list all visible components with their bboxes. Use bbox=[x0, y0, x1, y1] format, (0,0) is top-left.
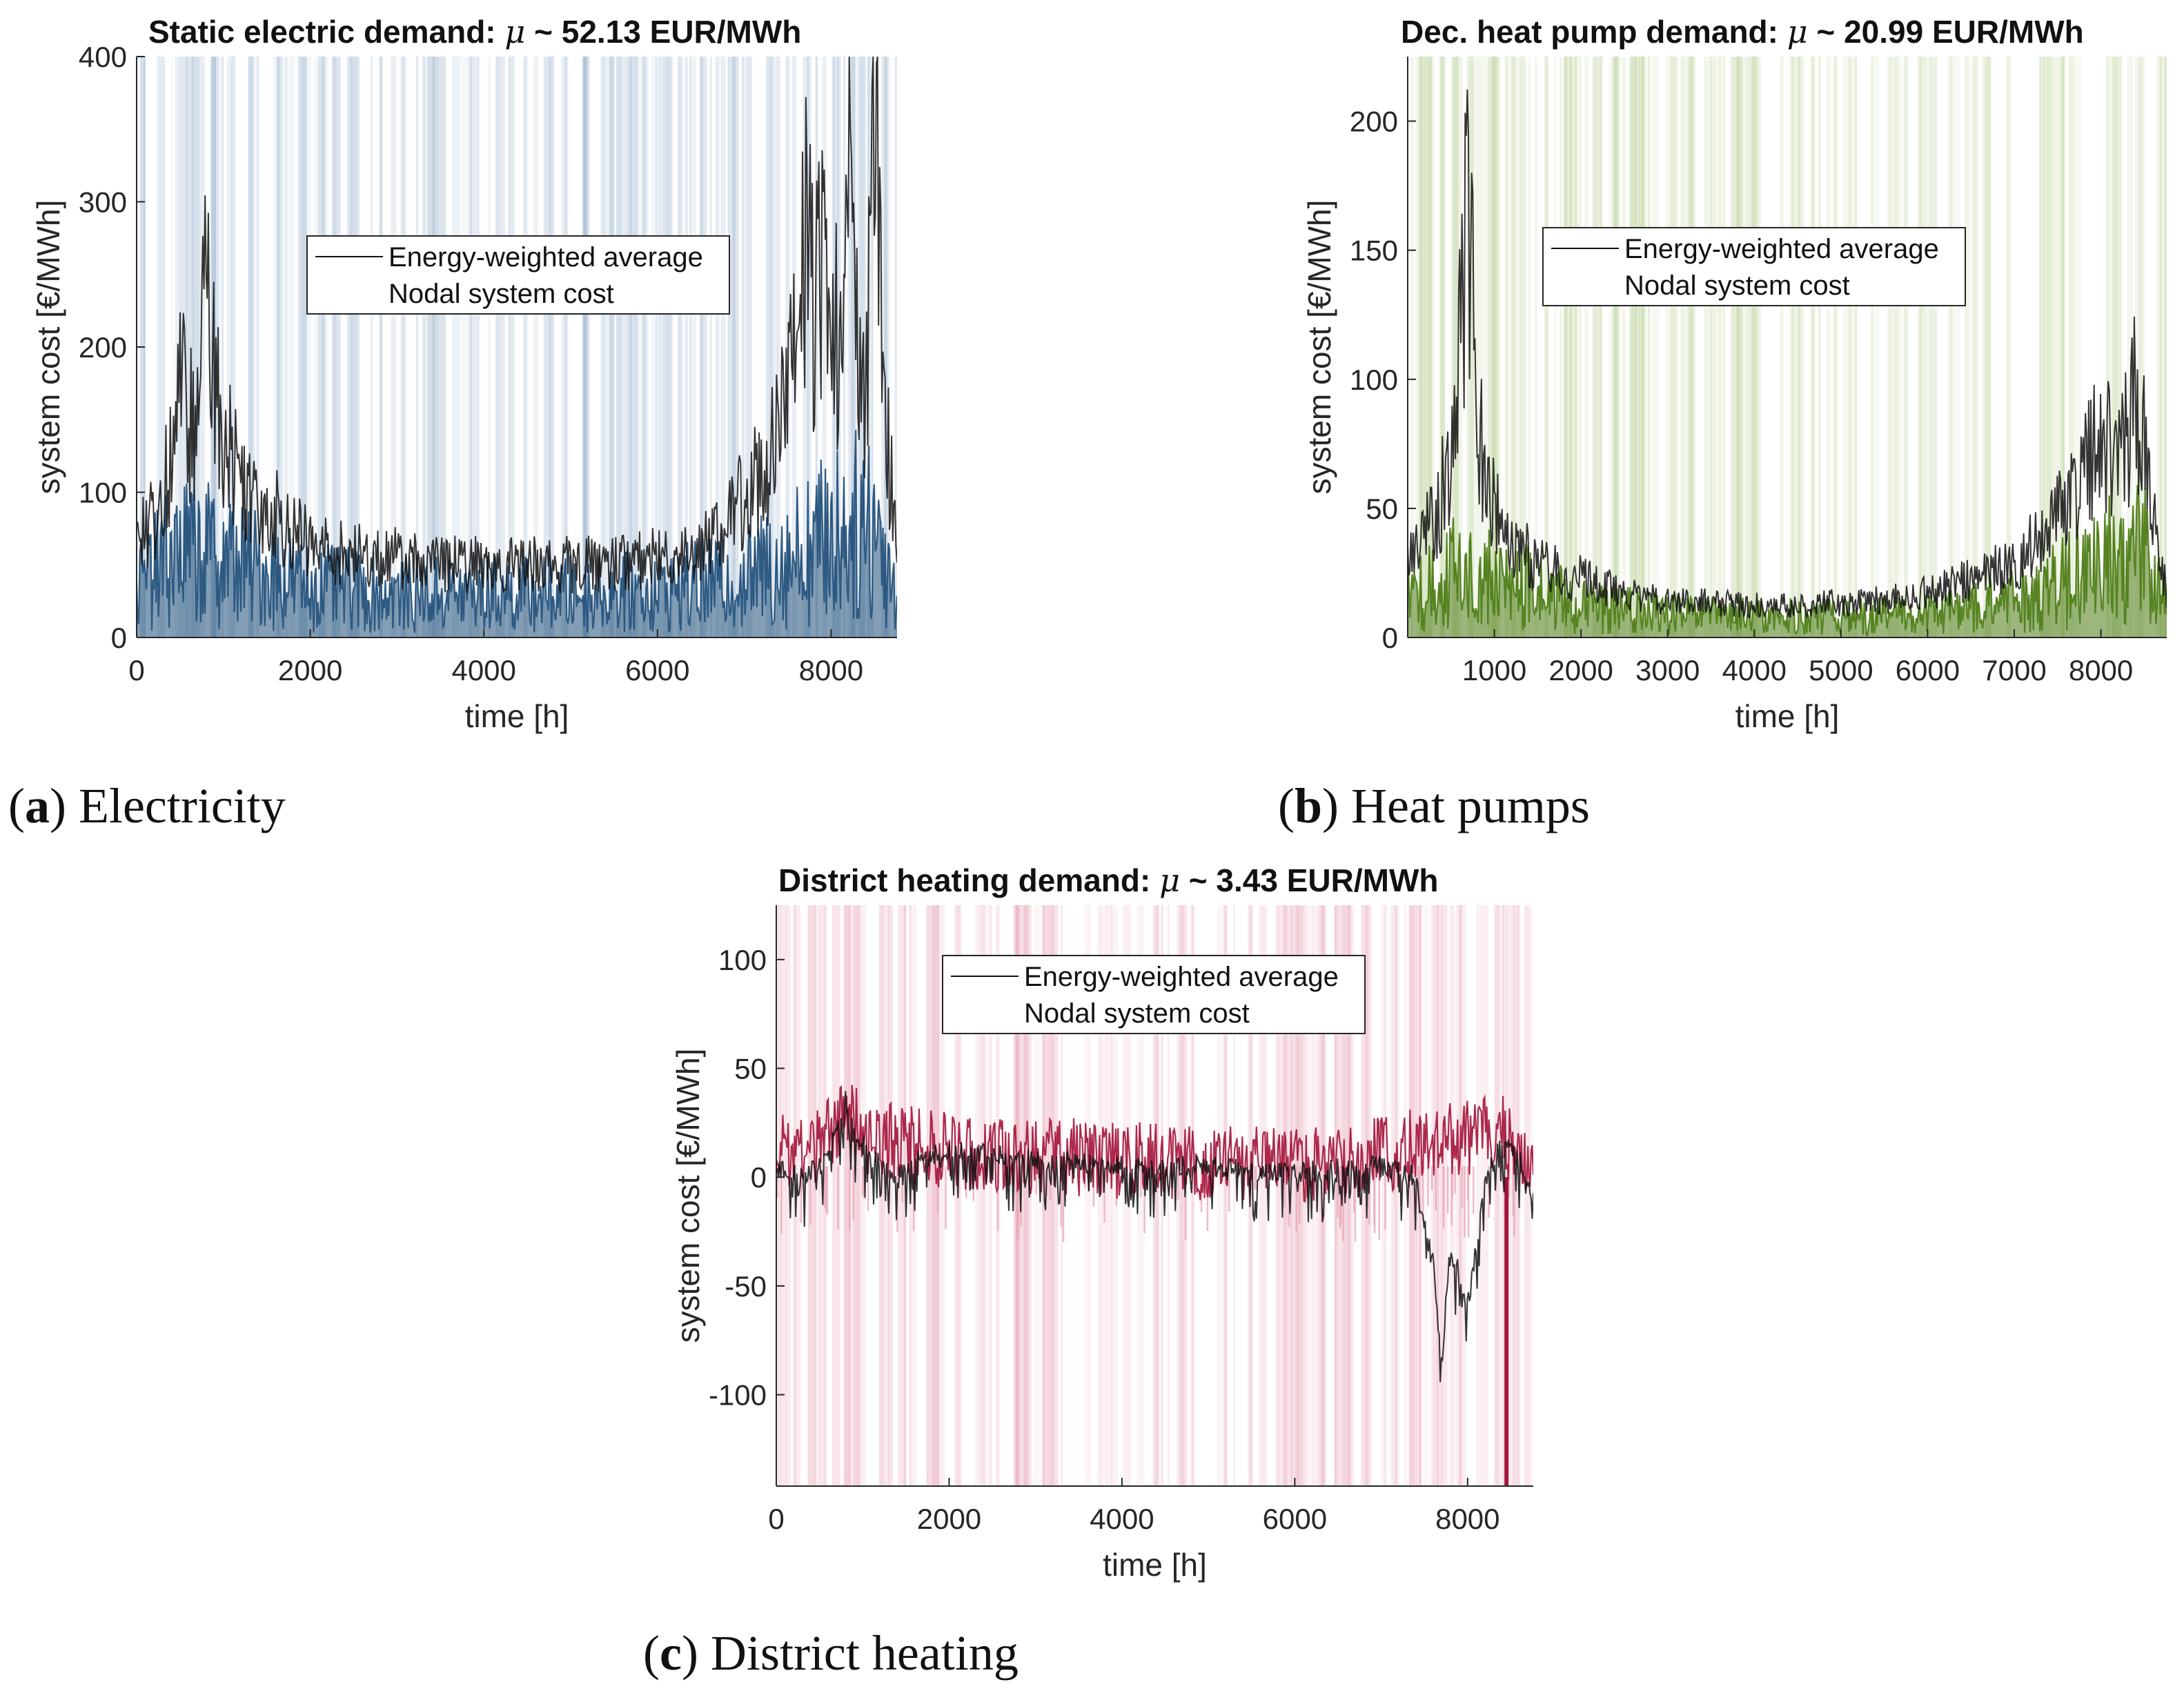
y-tick-label-a: 300 bbox=[79, 186, 127, 219]
x-tick-label-b: 1000 bbox=[1462, 654, 1526, 686]
y-axis-label-c: system cost [€/MWh] bbox=[670, 1049, 706, 1343]
y-tick-label-b: 0 bbox=[1382, 622, 1398, 654]
legend-average-label-c: Energy-weighted average bbox=[1024, 962, 1339, 992]
nodal-area-b bbox=[1408, 484, 2167, 637]
y-tick-label-c: -100 bbox=[709, 1379, 767, 1412]
x-tick-label-b: 3000 bbox=[1635, 654, 1700, 686]
y-axis-label-a: system cost [€/MWh] bbox=[30, 200, 66, 495]
x-tick-label-c: 4000 bbox=[1090, 1503, 1154, 1535]
nodal-line-c bbox=[776, 1085, 1533, 1203]
nodal-haze-b bbox=[1410, 57, 2167, 637]
legend-nodal-label-c: Nodal system cost bbox=[1024, 998, 1250, 1029]
x-axis-label-a: time [h] bbox=[465, 698, 569, 734]
y-tick-label-a: 200 bbox=[79, 331, 127, 364]
x-tick-label-a: 8000 bbox=[799, 654, 863, 686]
x-tick-label-a: 4000 bbox=[451, 654, 515, 686]
average-line-a bbox=[137, 57, 897, 594]
y-tick-label-c: 0 bbox=[751, 1161, 767, 1194]
plot-content-b bbox=[1408, 57, 2167, 637]
legend-nodal-label-a: Nodal system cost bbox=[388, 279, 614, 309]
x-tick-label-c: 2000 bbox=[917, 1503, 981, 1535]
x-tick-label-b: 7000 bbox=[1982, 654, 2046, 686]
y-tick-label-c: 100 bbox=[718, 944, 767, 976]
nodal-spikes-c bbox=[776, 1166, 1515, 1243]
y-tick-label-a: 400 bbox=[79, 41, 127, 73]
caption-a: (a) Electricity bbox=[8, 778, 286, 833]
plot-content-a bbox=[137, 57, 897, 637]
chart-title-b: Dec. heat pump demand: μ ~ 20.99 EUR/MWh bbox=[1401, 13, 2084, 50]
x-tick-label-a: 0 bbox=[128, 654, 144, 686]
legend-average-label-b: Energy-weighted average bbox=[1624, 234, 1939, 264]
nodal-line-b bbox=[1408, 484, 2167, 637]
y-tick-label-b: 100 bbox=[1350, 364, 1398, 396]
legend-box-b bbox=[1542, 227, 1966, 306]
y-tick-label-c: 50 bbox=[734, 1053, 767, 1085]
chart-title-c: District heating demand: μ ~ 3.43 EUR/MW… bbox=[778, 862, 1438, 899]
caption-b: (b) Heat pumps bbox=[1278, 778, 1590, 833]
x-tick-label-b: 4000 bbox=[1722, 654, 1787, 686]
legend-nodal-label-b: Nodal system cost bbox=[1624, 270, 1850, 301]
x-tick-label-c: 6000 bbox=[1263, 1503, 1327, 1535]
average-line-c bbox=[776, 1091, 1533, 1383]
chart-panel-b: 1000 2000 3000 4000 5000 6000 7000 8000 0 50 100 15… bbox=[1278, 13, 2167, 833]
legend-a: Energy-weighted average Nodal system cost bbox=[306, 235, 730, 315]
chart-title-a: Static electric demand: μ ~ 52.13 EUR/MW… bbox=[148, 13, 801, 50]
y-tick-label-a: 0 bbox=[111, 622, 127, 654]
y-tick-label-c: -50 bbox=[725, 1270, 767, 1303]
chart-panel-c: 0 2000 4000 6000 8000 -100 -50 0 50 100 time [h] sy… bbox=[643, 862, 1533, 1681]
x-axis-label-c: time [h] bbox=[1103, 1547, 1207, 1583]
legend-average-label-a: Energy-weighted average bbox=[388, 242, 703, 273]
y-tick-label-b: 200 bbox=[1350, 106, 1398, 138]
x-tick-label-c: 0 bbox=[768, 1503, 784, 1535]
x-tick-label-c: 8000 bbox=[1435, 1503, 1499, 1535]
caption-c: (c) District heating bbox=[643, 1625, 1019, 1681]
average-line-b bbox=[1408, 89, 2167, 619]
x-tick-label-b: 8000 bbox=[2069, 654, 2133, 686]
legend-box-c bbox=[942, 955, 1366, 1034]
legend-box-a bbox=[306, 235, 730, 315]
y-axis-label-b: system cost [€/MWh] bbox=[1301, 200, 1337, 495]
x-tick-label-a: 2000 bbox=[278, 654, 342, 686]
y-tick-label-b: 150 bbox=[1350, 235, 1398, 267]
x-axis-label-b: time [h] bbox=[1735, 698, 1840, 734]
x-tick-label-b: 5000 bbox=[1809, 654, 1873, 686]
x-tick-label-b: 2000 bbox=[1548, 654, 1613, 686]
x-tick-label-b: 6000 bbox=[1896, 654, 1960, 686]
chart-panel-a: 0 2000 4000 6000 8000 0 100 200 300 400 time [h] sy… bbox=[8, 13, 897, 833]
x-tick-label-a: 6000 bbox=[625, 654, 689, 686]
plot-content-c bbox=[776, 905, 1533, 1486]
y-tick-label-b: 50 bbox=[1366, 493, 1398, 525]
y-tick-label-a: 100 bbox=[79, 477, 127, 509]
legend-b: Energy-weighted average Nodal system cost bbox=[1542, 227, 1966, 306]
nodal-line-a bbox=[137, 430, 897, 633]
legend-c: Energy-weighted average Nodal system cost bbox=[942, 955, 1366, 1034]
